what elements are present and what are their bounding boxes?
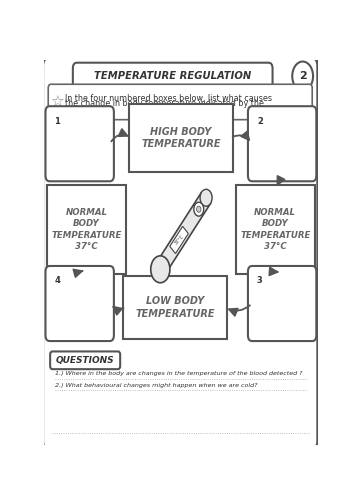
Text: the change in body temperature indicated by the: the change in body temperature indicated… (65, 100, 264, 108)
Text: HIGH BODY
TEMPERATURE: HIGH BODY TEMPERATURE (141, 126, 221, 150)
Text: In the four numbered boxes below, list what causes: In the four numbered boxes below, list w… (65, 94, 272, 103)
FancyBboxPatch shape (48, 84, 312, 120)
FancyBboxPatch shape (50, 352, 120, 369)
Text: QUESTIONS: QUESTIONS (56, 356, 114, 365)
FancyBboxPatch shape (248, 106, 316, 182)
FancyBboxPatch shape (236, 185, 315, 274)
Text: LOW BODY
TEMPERATURE: LOW BODY TEMPERATURE (136, 296, 215, 319)
Text: 2.) What behavioural changes might happen when we are cold?: 2.) What behavioural changes might happe… (55, 383, 258, 388)
Text: ☆: ☆ (50, 94, 64, 110)
Polygon shape (156, 192, 210, 275)
Text: 1.) Where in the body are changes in the temperature of the blood detected ?: 1.) Where in the body are changes in the… (55, 372, 303, 376)
Circle shape (200, 190, 212, 206)
FancyBboxPatch shape (46, 266, 114, 341)
Text: 2: 2 (299, 71, 306, 81)
FancyBboxPatch shape (129, 104, 233, 172)
Text: NORMAL
BODY
TEMPERATURE
37°C: NORMAL BODY TEMPERATURE 37°C (240, 208, 311, 251)
Text: 1: 1 (54, 116, 60, 126)
FancyBboxPatch shape (248, 266, 316, 341)
Text: 37°C: 37°C (173, 234, 185, 246)
Text: 4: 4 (54, 276, 60, 285)
FancyBboxPatch shape (47, 185, 126, 274)
Text: arrow.: arrow. (65, 105, 94, 114)
Circle shape (194, 202, 204, 216)
FancyBboxPatch shape (46, 106, 114, 182)
Polygon shape (170, 226, 189, 254)
Circle shape (197, 206, 201, 212)
Text: 2: 2 (257, 116, 263, 126)
Text: TEMPERATURE REGULATION: TEMPERATURE REGULATION (94, 71, 251, 81)
FancyBboxPatch shape (73, 62, 273, 90)
Text: 3: 3 (257, 276, 263, 285)
Circle shape (151, 256, 170, 283)
Circle shape (292, 62, 313, 91)
FancyBboxPatch shape (124, 276, 227, 339)
FancyBboxPatch shape (43, 58, 318, 449)
Text: NORMAL
BODY
TEMPERATURE
37°C: NORMAL BODY TEMPERATURE 37°C (51, 208, 122, 251)
